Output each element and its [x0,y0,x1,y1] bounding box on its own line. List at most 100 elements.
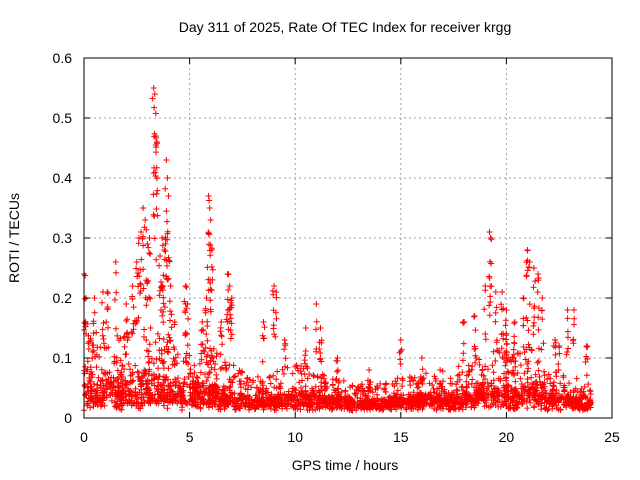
data-point [282,355,289,362]
data-point [492,309,499,316]
data-point [208,287,215,294]
data-point [454,372,461,379]
data-point [535,367,542,374]
data-point [117,371,124,378]
data-point [99,326,106,333]
data-point [277,380,284,387]
data-point [267,402,273,409]
data-point [259,378,266,385]
data-point [489,362,496,369]
data-point [196,360,203,367]
data-point [168,324,175,331]
data-point [398,391,405,398]
data-point [140,242,147,249]
data-point [281,337,288,343]
data-point [397,402,404,409]
data-point [335,385,342,392]
data-point [272,333,279,340]
data-point [221,405,228,412]
data-point [203,378,210,384]
data-point [500,382,507,389]
data-point [85,400,91,407]
data-point [130,326,137,333]
data-point [550,383,557,390]
data-point [181,376,188,382]
data-point [539,295,546,301]
data-point [198,341,205,348]
data-point [162,185,169,192]
data-point [227,315,234,322]
data-point [547,380,554,387]
data-point [167,283,174,289]
data-point [507,387,514,394]
data-point [138,229,144,235]
data-point [174,351,181,358]
data-point [146,250,153,256]
data-point [160,272,167,279]
data-point [112,325,119,332]
data-point [207,217,214,223]
data-point [463,389,470,396]
data-point [361,387,368,394]
data-point [99,332,106,339]
data-point [408,400,415,407]
data-point [85,340,92,347]
data-point [206,388,213,395]
data-point [228,297,235,304]
data-point [493,304,500,311]
data-point [159,312,166,319]
data-point [322,397,329,404]
data-point [165,193,172,199]
data-point [571,315,578,322]
data-point [130,400,137,407]
data-point [524,405,531,412]
data-point [554,396,560,403]
data-point [221,387,227,394]
data-point [209,276,216,283]
data-point [481,306,488,313]
data-point [153,190,160,197]
data-point [204,337,211,344]
data-point [153,256,160,263]
data-point [135,314,142,321]
data-point [218,393,225,400]
data-point [405,391,412,398]
data-point [167,308,174,315]
data-point [529,381,536,388]
data-point [145,277,152,284]
data-point [113,354,120,361]
data-point [397,361,404,367]
data-point [88,371,95,378]
data-point [338,388,345,395]
data-point [523,314,530,321]
data-point [165,383,172,390]
data-point [263,385,270,392]
data-point [250,379,256,386]
data-point [273,289,280,295]
data-point [486,302,493,309]
data-point [97,382,104,389]
data-point [183,305,190,312]
data-point [468,366,475,373]
data-point [93,387,100,394]
data-point [458,401,465,408]
data-point [121,366,127,373]
data-point [397,348,404,355]
data-point [270,322,277,329]
data-point [485,383,492,390]
data-point [146,235,153,241]
data-point [145,371,152,378]
data-point [113,402,119,409]
data-point [148,377,155,384]
data-point [298,363,305,370]
data-point [306,400,313,407]
data-point [503,401,510,408]
data-point [482,331,489,337]
x-tick-label: 5 [186,429,194,445]
data-point [204,361,211,368]
data-point [359,403,366,410]
data-point [167,317,173,324]
data-point [146,341,153,348]
data-point [207,357,214,364]
data-point [84,384,91,391]
